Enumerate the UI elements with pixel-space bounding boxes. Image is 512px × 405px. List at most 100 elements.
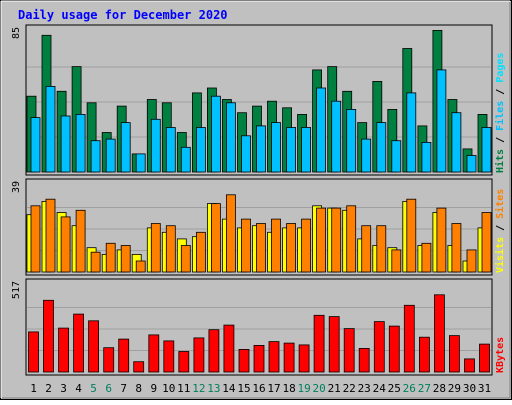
bar-kbytes-day-14 (223, 324, 235, 373)
legend-item-visits: Visits (494, 237, 506, 273)
bar-kbytes-day-1 (28, 331, 39, 373)
legend-item-pages: Pages (495, 53, 506, 83)
bar-sites-day-21 (331, 207, 342, 273)
bar-sites-day-31 (481, 212, 492, 273)
bar-sites-day-1 (30, 205, 41, 273)
bar-files-day-27 (421, 141, 432, 173)
bar-files-day-20 (316, 87, 327, 173)
day-label-7: 7 (120, 382, 127, 395)
bar-files-day-31 (481, 127, 492, 173)
bar-sites-day-28 (436, 207, 447, 273)
bar-kbytes-day-13 (208, 329, 220, 373)
bar-sites-day-8 (135, 260, 146, 273)
bar-files-day-9 (150, 118, 161, 173)
x-axis-day-labels: 1 2 3 4 5 6 7 8 9 10 11 12 13 14 15 16 17 18 19 20 21 22 23 24 2… (30, 382, 491, 395)
bar-kbytes-day-22 (343, 328, 355, 373)
bar-sites-day-13 (210, 203, 221, 273)
legend-item-: / (495, 131, 506, 149)
day-label-11: 11 (177, 382, 190, 395)
bar-files-day-13 (210, 95, 221, 173)
day-label-23: 23 (358, 382, 371, 395)
bar-sites-day-6 (105, 242, 116, 273)
bar-kbytes-day-10 (163, 340, 175, 373)
bar-files-day-15 (241, 135, 251, 173)
panel-1-legend: Hits / Files / Pages (494, 53, 506, 173)
bar-sites-day-2 (45, 198, 56, 273)
day-label-8: 8 (135, 382, 142, 395)
bar-kbytes-day-19 (298, 344, 310, 373)
day-label-19: 19 (297, 382, 310, 395)
day-label-22: 22 (343, 382, 356, 395)
bar-kbytes-day-27 (418, 336, 430, 373)
bar-kbytes-day-12 (193, 337, 205, 373)
bar-kbytes-day-24 (373, 321, 385, 373)
bar-kbytes-day-4 (73, 313, 84, 373)
bar-files-day-30 (466, 155, 477, 173)
bar-files-day-11 (180, 146, 191, 173)
day-label-5: 5 (90, 382, 97, 395)
bar-files-day-21 (331, 100, 342, 173)
bar-sites-day-19 (301, 218, 312, 273)
bar-sites-day-16 (256, 223, 266, 273)
bar-files-day-3 (60, 115, 71, 173)
bar-files-day-29 (451, 112, 462, 173)
bar-sites-day-27 (421, 242, 432, 273)
bar-files-day-14 (225, 102, 236, 173)
bar-files-day-5 (90, 140, 101, 173)
day-label-28: 28 (433, 382, 446, 395)
day-label-20: 20 (312, 382, 325, 395)
bar-kbytes-day-2 (43, 299, 54, 373)
bar-kbytes-day-25 (388, 325, 400, 373)
day-label-24: 24 (373, 382, 387, 395)
chart-title: Daily usage for December 2020 (18, 8, 228, 22)
bar-files-day-12 (195, 127, 206, 173)
bar-sites-day-24 (376, 225, 387, 273)
bar-files-day-19 (301, 127, 312, 173)
bar-files-day-16 (256, 125, 266, 173)
legend-item-kbytes: KBytes (495, 337, 506, 373)
day-label-3: 3 (60, 382, 67, 395)
bar-files-day-25 (391, 140, 402, 173)
day-label-9: 9 (150, 382, 157, 395)
bar-sites-day-22 (346, 205, 357, 273)
panel-3-legend: KBytes (495, 337, 506, 373)
bar-files-day-26 (406, 92, 417, 173)
bar-files-day-24 (376, 122, 387, 173)
day-label-18: 18 (282, 382, 295, 395)
bar-sites-day-9 (150, 223, 161, 273)
bar-files-day-22 (346, 109, 357, 173)
bar-kbytes-day-3 (58, 327, 69, 373)
day-label-25: 25 (388, 382, 401, 395)
bar-kbytes-day-5 (88, 320, 99, 373)
bar-files-day-1 (30, 117, 41, 173)
bar-sites-day-7 (120, 245, 131, 273)
bar-kbytes-day-29 (448, 335, 460, 373)
bar-files-day-28 (436, 69, 447, 173)
bar-sites-day-23 (361, 225, 372, 273)
bar-kbytes-day-9 (148, 334, 160, 373)
bar-kbytes-day-11 (178, 351, 190, 373)
bar-files-day-7 (120, 122, 131, 173)
bar-kbytes-day-30 (464, 358, 475, 373)
legend-item-sites: Sites (494, 189, 506, 219)
day-label-4: 4 (75, 382, 82, 395)
bar-sites-day-26 (406, 198, 417, 273)
day-label-13: 13 (207, 382, 220, 395)
day-label-17: 17 (267, 382, 280, 395)
bar-sites-day-11 (180, 245, 191, 273)
day-label-16: 16 (252, 382, 265, 395)
panel-2: 39 Visits / Sites (11, 178, 506, 276)
bar-files-day-23 (361, 138, 372, 173)
panel-1-max-label: 85 (11, 27, 22, 39)
bar-kbytes-day-6 (103, 347, 115, 373)
bar-files-day-8 (135, 153, 146, 173)
day-label-6: 6 (105, 382, 112, 395)
bar-files-day-10 (165, 127, 176, 173)
bar-files-day-6 (105, 138, 116, 173)
bar-sites-day-4 (75, 209, 86, 273)
bar-kbytes-day-28 (433, 294, 445, 373)
day-label-21: 21 (328, 382, 341, 395)
bar-kbytes-day-16 (253, 344, 265, 373)
